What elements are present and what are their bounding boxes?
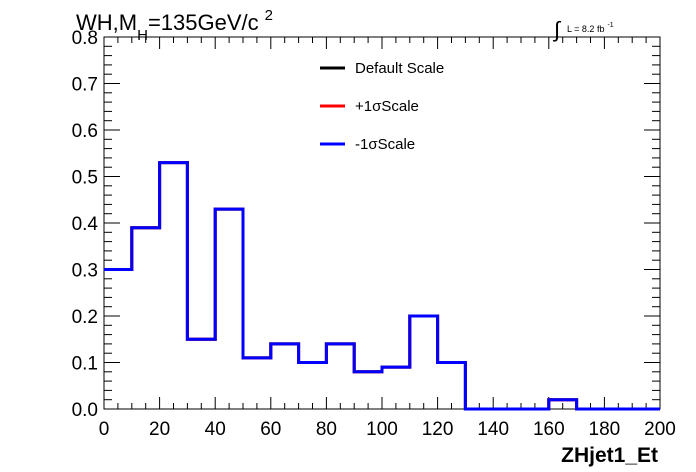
x-tick-label: 160: [533, 419, 565, 440]
title-subscript: H: [137, 27, 148, 44]
x-tick-label: 180: [589, 419, 621, 440]
legend-label: Default Scale: [355, 60, 444, 77]
y-tick-label: 0.7: [72, 75, 98, 96]
y-tick-label: 0.2: [72, 307, 98, 328]
x-axis-label: ZHjet1_Et: [561, 444, 658, 467]
y-tick-label: 0.4: [72, 214, 99, 235]
lumi-superscript: -1: [607, 22, 613, 29]
x-tick-label: 40: [205, 419, 226, 440]
x-tick-label: 140: [477, 419, 509, 440]
series-layer: [104, 161, 660, 411]
x-tick-label: 80: [316, 419, 337, 440]
y-tick-label: 0.1: [72, 354, 98, 375]
y-tick-label: 0.0: [72, 400, 98, 421]
y-axis: 0.0 0.1 0.2 0.3 0.4 0.5 0.6 0.7 0.8: [72, 28, 660, 421]
title-rest: =135GeV/c: [148, 10, 259, 35]
legend: Default Scale +1σScale -1σScale: [320, 60, 444, 153]
x-axis: 0 20 40 60 80 100 120 140 160 180 200: [99, 37, 676, 440]
x-tick-label: 200: [644, 419, 676, 440]
title-main: WH,M: [76, 10, 137, 35]
legend-label: -1σScale: [355, 136, 415, 153]
series-line-2: [104, 161, 660, 411]
lumi-label: L = 8.2 fb -1: [567, 22, 614, 34]
y-tick-label: 0.5: [72, 168, 98, 189]
y-tick-label: 0.8: [72, 28, 98, 49]
x-tick-label: 120: [422, 419, 454, 440]
chart-title: WH,MH=135GeV/c 2: [76, 7, 273, 44]
lumi-integral-sign: ∫: [552, 17, 562, 42]
y-tick-label: 0.6: [72, 121, 98, 142]
x-tick-label: 0: [99, 419, 110, 440]
x-tick-label: 20: [149, 419, 170, 440]
y-tick-label: 0.3: [72, 261, 98, 282]
title-superscript: 2: [265, 7, 273, 24]
x-tick-label: 60: [260, 419, 281, 440]
legend-label: +1σScale: [355, 98, 419, 115]
lumi-text: L = 8.2 fb: [567, 24, 604, 34]
x-tick-label: 100: [366, 419, 398, 440]
